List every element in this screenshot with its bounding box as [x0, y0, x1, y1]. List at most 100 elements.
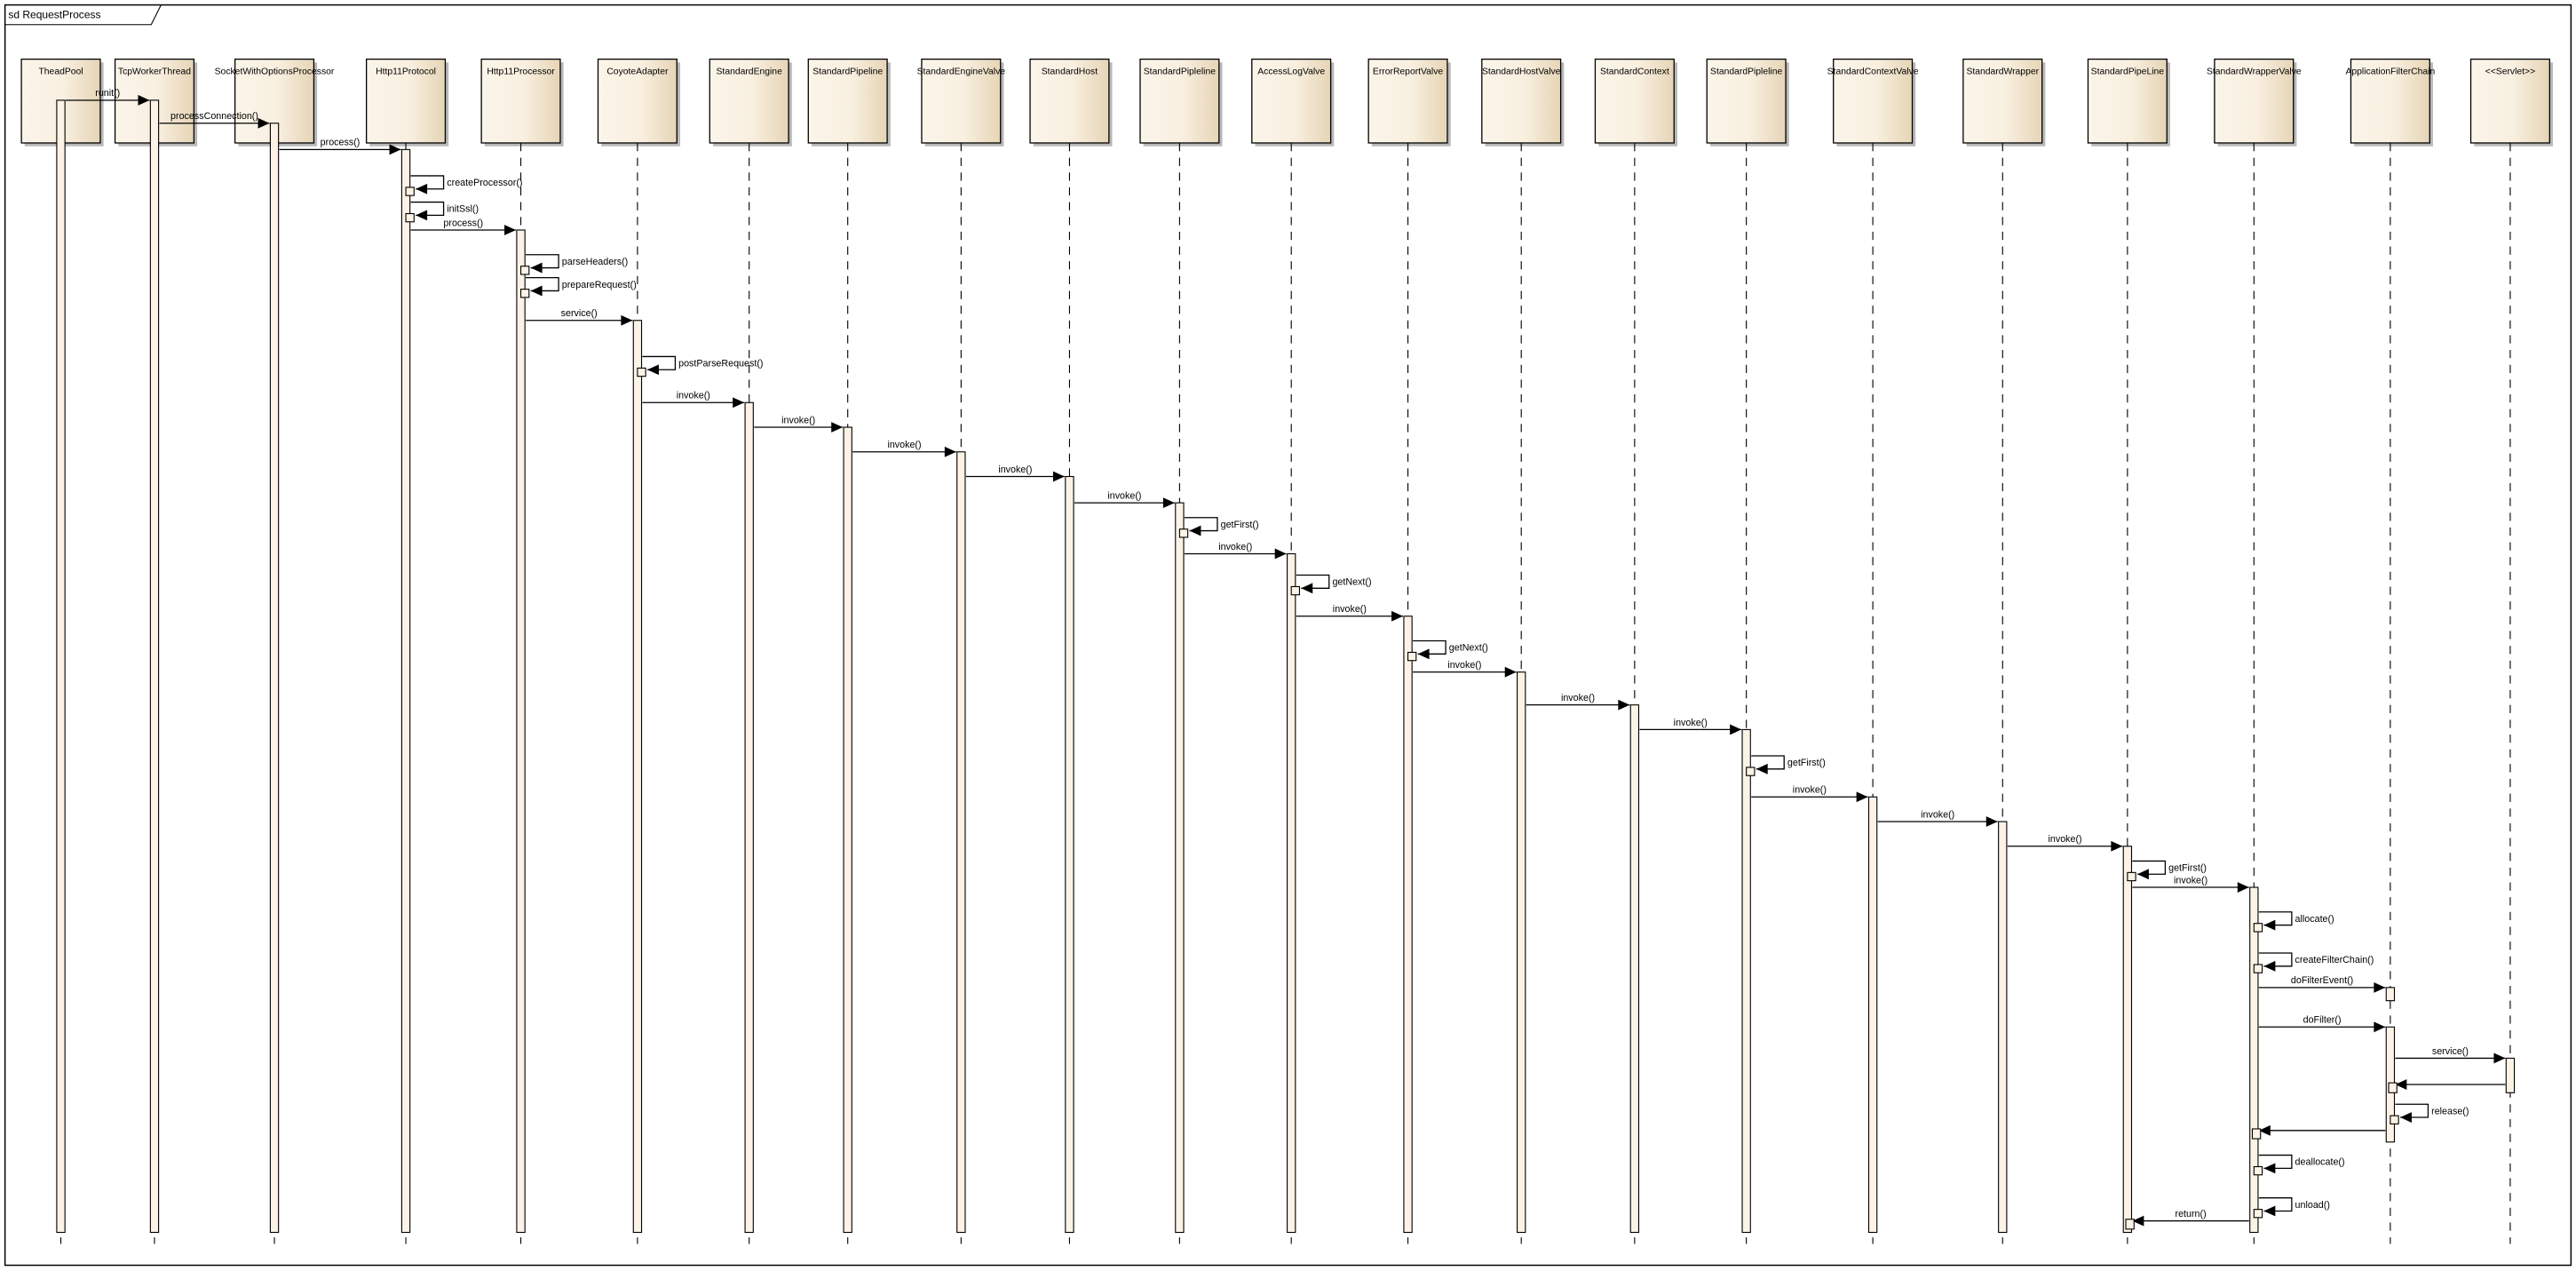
participant-box[interactable] — [365, 58, 447, 144]
message-unload[interactable]: unload() — [2253, 1197, 2330, 1219]
message-invoke[interactable]: invoke() — [2132, 875, 2249, 893]
participant-name: StandardWrapper — [1966, 67, 2039, 76]
message-label: invoke() — [2174, 875, 2207, 886]
participant-name: StandardContextValve — [1827, 67, 1919, 76]
message-invoke[interactable]: invoke() — [2007, 834, 2123, 852]
message-invoke[interactable]: invoke() — [965, 465, 1065, 482]
message-invoke[interactable]: invoke() — [1413, 660, 1517, 678]
message-invoke[interactable]: invoke() — [1074, 490, 1175, 509]
return-activation — [2125, 1219, 2135, 1230]
message-getfirst[interactable]: getFirst() — [1746, 755, 1826, 776]
participant-box[interactable] — [1367, 58, 1448, 144]
message-label: process() — [321, 138, 361, 148]
participant-box[interactable] — [1029, 58, 1110, 144]
diagram-frame: sd RequestProcess — [4, 4, 2572, 1267]
message-process[interactable]: process() — [279, 138, 401, 155]
message-getfirst[interactable]: getFirst() — [1178, 517, 1259, 538]
participant-box[interactable] — [2350, 58, 2430, 144]
arrowhead-icon — [2395, 1079, 2407, 1090]
activation-bar — [744, 401, 754, 1234]
participant-box[interactable] — [1594, 58, 1675, 144]
activation-bar — [1867, 796, 1878, 1234]
participant-box[interactable] — [2469, 58, 2550, 144]
arrowhead-icon — [1618, 699, 1630, 711]
participant-box[interactable] — [1139, 58, 1220, 144]
participant-name: SocketWithOptionsProcessor — [215, 67, 335, 76]
message-return[interactable] — [2251, 1124, 2386, 1140]
message-getfirst[interactable]: getFirst() — [2127, 860, 2207, 882]
participant-box[interactable] — [807, 58, 888, 144]
message-label: invoke() — [1447, 660, 1481, 671]
message-label: invoke() — [1107, 490, 1141, 501]
arrowhead-icon — [416, 210, 428, 221]
participant-name: ApplicationFilterChain — [2345, 67, 2435, 76]
message-dofilter[interactable]: doFilter() — [2258, 1015, 2386, 1033]
participant-box[interactable] — [1706, 58, 1787, 144]
self-call-activation — [2390, 1115, 2399, 1124]
self-call-line — [642, 355, 677, 370]
arrowhead-icon — [138, 94, 150, 106]
participant-box[interactable] — [597, 58, 678, 144]
message-getnext[interactable]: getNext() — [1407, 639, 1488, 662]
arrowhead-icon — [504, 225, 516, 235]
message-service[interactable]: service() — [526, 308, 633, 326]
arrowhead-icon — [2374, 981, 2386, 993]
self-call-activation — [1407, 651, 1417, 662]
message-allocate[interactable]: allocate() — [2253, 911, 2334, 933]
message-parseheaders[interactable]: parseHeaders() — [519, 254, 629, 275]
participant-name: StandardWrapperValve — [2207, 67, 2302, 76]
message-runit[interactable]: runit() — [66, 88, 150, 106]
message-label: service() — [561, 308, 598, 319]
message-invoke[interactable]: invoke() — [852, 440, 956, 457]
message-initssl[interactable]: initSsl() — [405, 201, 479, 223]
arrowhead-icon — [1391, 610, 1404, 622]
self-call-line — [410, 175, 445, 190]
message-invoke[interactable]: invoke() — [1184, 542, 1287, 560]
activation-bar — [1517, 671, 1526, 1234]
participant-name: ErrorReportValve — [1373, 67, 1443, 76]
message-createfilterchain[interactable]: createFilterChain() — [2253, 952, 2374, 973]
message-invoke[interactable]: invoke() — [1877, 809, 1998, 827]
self-call-activation — [405, 187, 415, 196]
message-invoke[interactable]: invoke() — [1639, 718, 1742, 735]
message-invoke[interactable]: invoke() — [642, 391, 745, 409]
message-label: doFilterEvent() — [2291, 975, 2353, 986]
message-return[interactable]: return() — [2125, 1209, 2249, 1230]
message-label: invoke() — [2049, 834, 2082, 845]
message-postparserequest[interactable]: postParseRequest() — [637, 355, 764, 377]
message-label: prepareRequest() — [562, 280, 637, 290]
self-call-activation — [1746, 767, 1756, 776]
participant-box[interactable] — [921, 58, 1002, 144]
participant-box[interactable] — [2214, 58, 2295, 144]
message-process[interactable]: process() — [410, 218, 516, 235]
participant-box[interactable] — [2087, 58, 2168, 144]
message-getnext[interactable]: getNext() — [1290, 574, 1372, 596]
message-label: getNext() — [1332, 577, 1371, 588]
self-call-activation — [2253, 964, 2263, 973]
participant-box[interactable] — [480, 58, 561, 144]
message-createprocessor[interactable]: createProcessor() — [405, 175, 522, 196]
activation-bar — [956, 451, 966, 1234]
message-invoke[interactable]: invoke() — [754, 415, 844, 433]
participant-box[interactable] — [1251, 58, 1332, 144]
message-invoke[interactable]: invoke() — [1751, 785, 1868, 803]
participant-box[interactable] — [1962, 58, 2043, 144]
participant-box[interactable] — [1481, 58, 1562, 144]
lifeline-standardcontextvalve: StandardContextValve — [1827, 58, 1919, 1244]
participant-box[interactable] — [1833, 58, 1914, 144]
arrowhead-icon — [2263, 919, 2276, 931]
message-deallocate[interactable]: deallocate() — [2253, 1154, 2345, 1176]
message-preparerequest[interactable]: prepareRequest() — [519, 277, 637, 298]
activation-bar — [843, 426, 852, 1234]
message-return[interactable] — [2388, 1079, 2506, 1093]
message-processconnection[interactable]: processConnection() — [159, 111, 270, 129]
message-dofilterevent[interactable]: doFilterEvent() — [2258, 975, 2386, 993]
message-release[interactable]: release() — [2390, 1103, 2469, 1124]
activations — [56, 99, 2516, 1234]
participant-box[interactable] — [709, 58, 789, 144]
message-invoke[interactable]: invoke() — [1526, 693, 1630, 711]
participant-name: AccessLogValve — [1257, 67, 1325, 76]
arrowhead-icon — [1986, 816, 1998, 827]
message-service[interactable]: service() — [2395, 1046, 2506, 1064]
message-invoke[interactable]: invoke() — [1296, 604, 1404, 622]
